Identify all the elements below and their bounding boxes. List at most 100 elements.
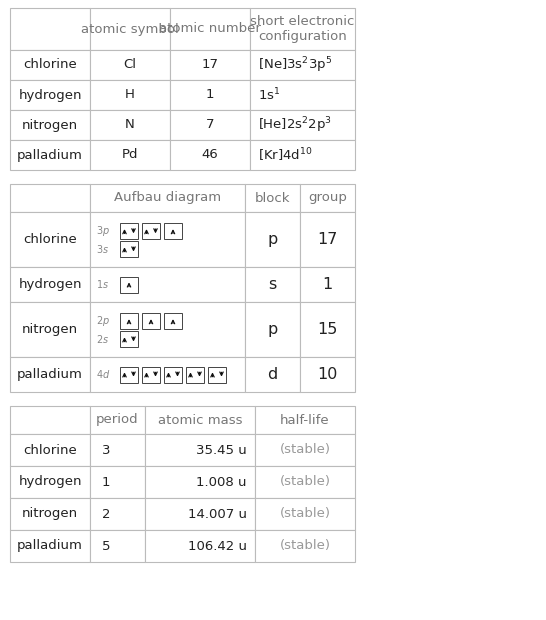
- Bar: [90, 80, 170, 110]
- Text: block: block: [255, 192, 290, 205]
- Bar: [10, 50, 90, 80]
- Text: nitrogen: nitrogen: [22, 118, 78, 131]
- Text: $2s$: $2s$: [96, 334, 109, 345]
- Bar: [186, 366, 204, 383]
- Bar: [255, 498, 355, 530]
- Bar: [145, 498, 255, 530]
- Text: 46: 46: [201, 149, 218, 161]
- Bar: [90, 434, 145, 466]
- Text: (stable): (stable): [280, 443, 330, 456]
- Bar: [120, 277, 138, 293]
- Bar: [120, 313, 138, 329]
- Bar: [90, 212, 245, 267]
- Text: N: N: [125, 118, 135, 131]
- Text: palladium: palladium: [17, 149, 83, 161]
- Text: hydrogen: hydrogen: [18, 278, 82, 291]
- Bar: [142, 366, 160, 383]
- Text: short electronic
configuration: short electronic configuration: [250, 15, 355, 43]
- Text: chlorine: chlorine: [23, 233, 77, 246]
- Bar: [164, 366, 182, 383]
- Text: Pd: Pd: [122, 149, 138, 161]
- Bar: [250, 140, 355, 170]
- Text: atomic mass: atomic mass: [158, 414, 242, 427]
- Text: $\rm [He]2s^22p^3$: $\rm [He]2s^22p^3$: [258, 115, 332, 135]
- Bar: [142, 223, 160, 239]
- Bar: [245, 212, 300, 267]
- Bar: [250, 8, 355, 50]
- Text: (stable): (stable): [280, 508, 330, 521]
- Bar: [90, 466, 145, 498]
- Bar: [10, 302, 90, 357]
- Text: 1: 1: [322, 277, 333, 292]
- Bar: [10, 184, 90, 212]
- Bar: [90, 530, 145, 562]
- Text: $\rm [Ne]3s^23p^5$: $\rm [Ne]3s^23p^5$: [258, 55, 332, 75]
- Bar: [10, 8, 90, 50]
- Text: hydrogen: hydrogen: [18, 89, 82, 102]
- Text: nitrogen: nitrogen: [22, 508, 78, 521]
- Text: $4d$: $4d$: [96, 368, 110, 381]
- Bar: [120, 241, 138, 257]
- Text: chlorine: chlorine: [23, 58, 77, 71]
- Bar: [245, 357, 300, 392]
- Text: $3s$: $3s$: [96, 244, 109, 255]
- Text: hydrogen: hydrogen: [18, 476, 82, 489]
- Text: 7: 7: [206, 118, 214, 131]
- Text: 106.42 u: 106.42 u: [188, 539, 247, 552]
- Text: p: p: [268, 232, 277, 247]
- Text: group: group: [308, 192, 347, 205]
- Bar: [10, 267, 90, 302]
- Text: $\rm [Kr]4d^{10}$: $\rm [Kr]4d^{10}$: [258, 146, 313, 164]
- Bar: [170, 140, 250, 170]
- Bar: [90, 50, 170, 80]
- Bar: [10, 140, 90, 170]
- Bar: [164, 223, 182, 239]
- Text: 3: 3: [102, 443, 110, 456]
- Bar: [10, 357, 90, 392]
- Bar: [10, 406, 90, 434]
- Bar: [142, 313, 160, 329]
- Bar: [90, 267, 245, 302]
- Bar: [300, 184, 355, 212]
- Bar: [255, 466, 355, 498]
- Bar: [90, 498, 145, 530]
- Bar: [10, 80, 90, 110]
- Bar: [250, 80, 355, 110]
- Bar: [300, 357, 355, 392]
- Bar: [255, 530, 355, 562]
- Text: Aufbau diagram: Aufbau diagram: [114, 192, 221, 205]
- Text: 1: 1: [102, 476, 110, 489]
- Text: $3p$: $3p$: [96, 224, 110, 238]
- Text: 14.007 u: 14.007 u: [188, 508, 247, 521]
- Bar: [90, 406, 145, 434]
- Text: nitrogen: nitrogen: [22, 323, 78, 336]
- Bar: [145, 406, 255, 434]
- Text: p: p: [268, 322, 277, 337]
- Bar: [90, 110, 170, 140]
- Text: 1: 1: [206, 89, 214, 102]
- Text: 35.45 u: 35.45 u: [196, 443, 247, 456]
- Bar: [170, 110, 250, 140]
- Text: s: s: [269, 277, 277, 292]
- Bar: [10, 212, 90, 267]
- Text: 5: 5: [102, 539, 110, 552]
- Bar: [10, 434, 90, 466]
- Bar: [250, 50, 355, 80]
- Text: atomic symbol: atomic symbol: [81, 22, 179, 35]
- Text: 17: 17: [201, 58, 218, 71]
- Text: H: H: [125, 89, 135, 102]
- Text: $2p$: $2p$: [96, 314, 110, 328]
- Bar: [245, 184, 300, 212]
- Bar: [10, 110, 90, 140]
- Bar: [170, 8, 250, 50]
- Text: 1.008 u: 1.008 u: [197, 476, 247, 489]
- Text: Cl: Cl: [123, 58, 136, 71]
- Bar: [245, 302, 300, 357]
- Text: 17: 17: [317, 232, 337, 247]
- Bar: [10, 466, 90, 498]
- Text: palladium: palladium: [17, 368, 83, 381]
- Text: half-life: half-life: [280, 414, 330, 427]
- Bar: [300, 212, 355, 267]
- Bar: [145, 530, 255, 562]
- Bar: [145, 434, 255, 466]
